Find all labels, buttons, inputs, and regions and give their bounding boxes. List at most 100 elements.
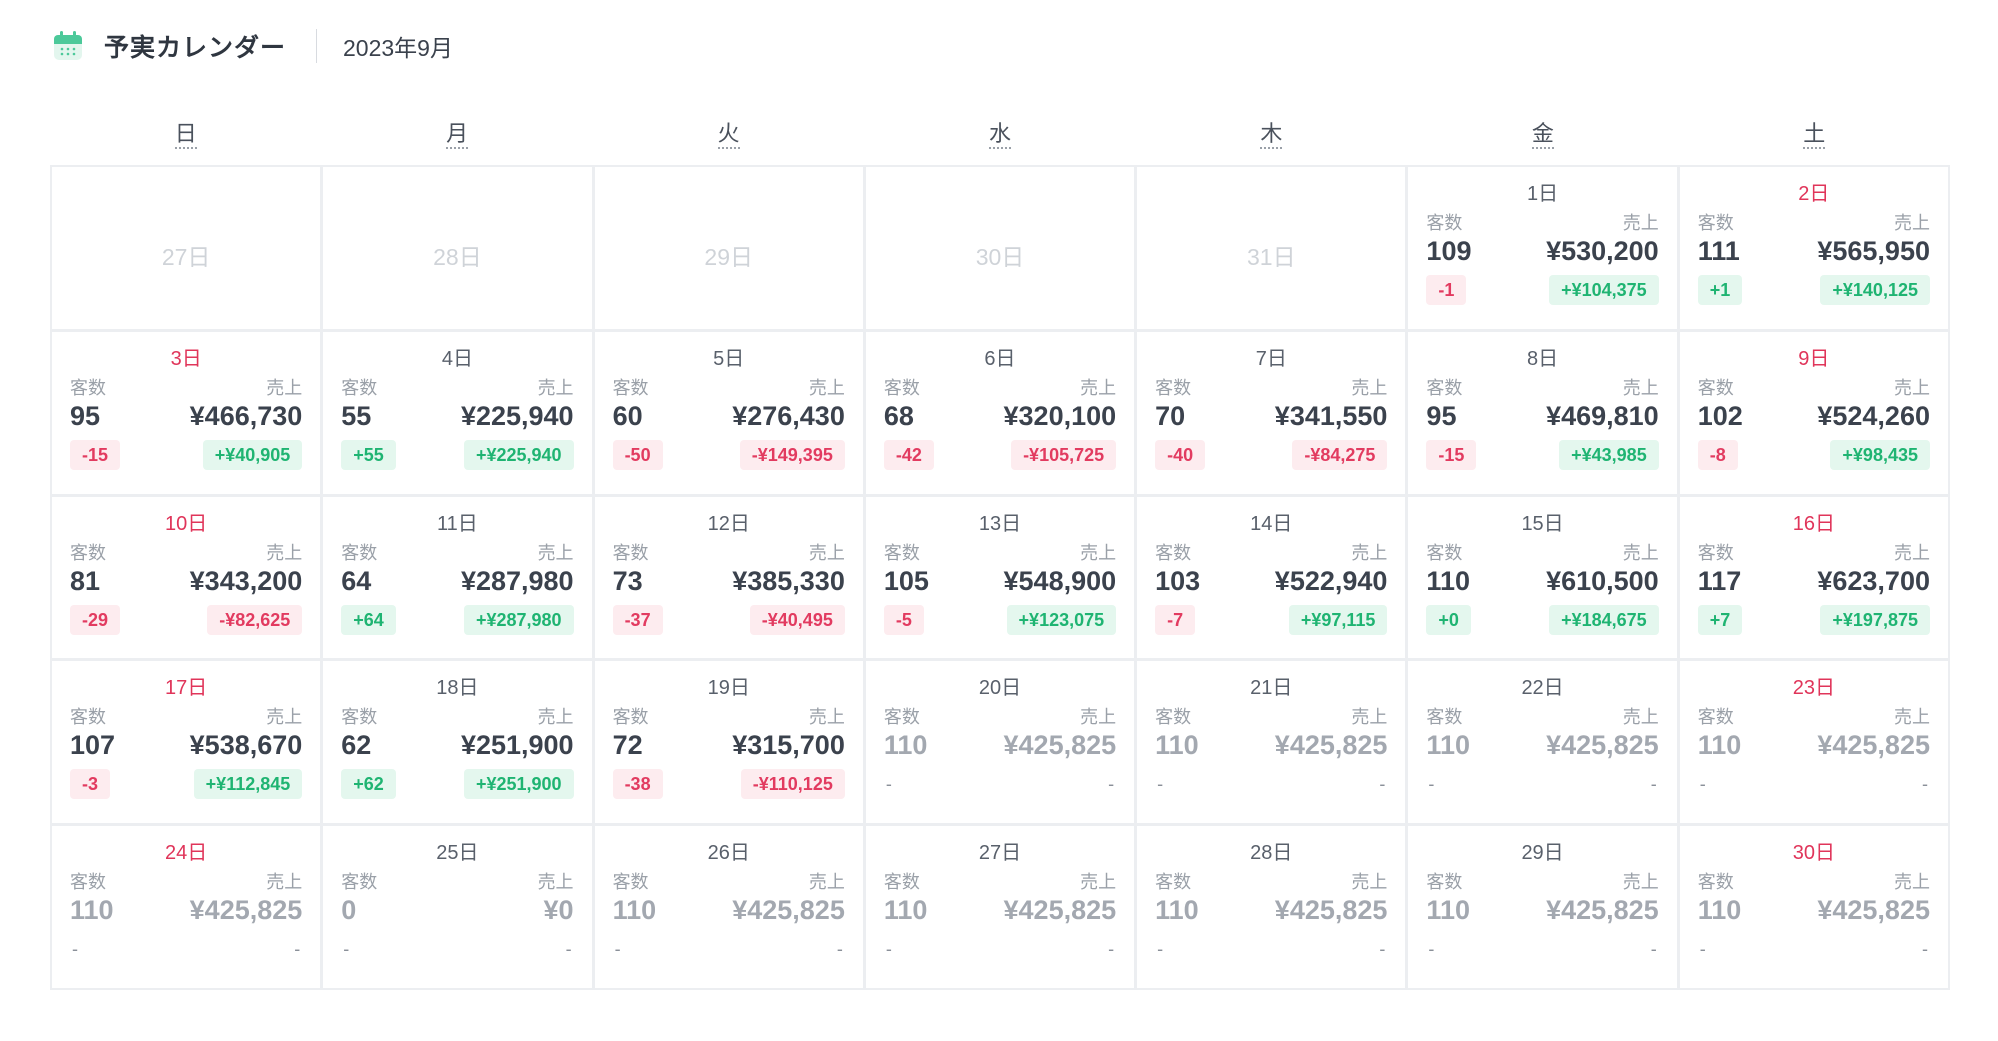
sales-diff-badge: - [565,939,572,960]
sales-diff-badge: - [1921,939,1928,960]
calendar-day-cell[interactable]: 8日 客数 売上 95 ¥469,810 -15 +¥43,985 [1408,331,1677,494]
metric-diffs: -40 -¥84,275 [1155,439,1388,470]
customers-label: 客数 [1155,707,1192,728]
day-number: 11日 [437,512,478,535]
sales-diff-badge: +¥184,675 [1549,604,1659,635]
page-header: 予実カレンダー 2023年9月 [52,26,453,66]
customers-diff-badge: - [885,774,892,795]
sales-label: 売上 [1080,377,1117,398]
metric-labels: 客数 売上 [1698,868,1930,892]
calendar-day-cell[interactable]: 16日 客数 売上 117 ¥623,700 +7 +¥197,875 [1679,496,1948,659]
day-number: 29日 [1521,842,1564,865]
metric-diffs: +64 +¥287,980 [341,604,574,635]
day-number: 28日 [433,243,482,270]
customers-label: 客数 [70,872,106,893]
metric-labels: 客数 売上 [1155,868,1387,892]
month-label[interactable]: 2023年9月 [343,35,453,61]
calendar-day-cell[interactable]: 28日 客数 売上 110 ¥425,825- - [1137,826,1406,988]
metric-diffs: -3 +¥112,845 [70,769,303,800]
customers-label: 客数 [341,707,378,728]
metric-labels: 客数 売上 [70,374,302,398]
calendar-day-cell[interactable]: 25日 客数 売上 0 ¥0- - [323,826,592,988]
sales-label: 売上 [1351,542,1388,563]
calendar-day-cell[interactable]: 3日 客数 売上 95 ¥466,730 -15 +¥40,905 [52,331,321,494]
sales-label: 売上 [1080,707,1117,728]
sales-diff-badge: - [1108,939,1115,960]
calendar-day-cell[interactable]: 24日 客数 売上 110 ¥425,825- - [52,826,321,988]
calendar-day-cell[interactable]: 2日 客数 売上 111 ¥565,950 +1 +¥140,125 [1679,167,1948,329]
calendar-day-cell[interactable]: 30日 客数 売上 110 ¥425,825- - [1679,826,1948,988]
day-number: 12日 [707,512,750,535]
customers-diff-badge: +64 [341,604,396,635]
calendar-day-cell[interactable]: 10日 客数 売上 81 ¥343,200 -29 -¥82,625 [52,496,321,659]
customers-diff-badge: +7 [1697,604,1743,635]
calendar-day-cell[interactable]: 13日 客数 売上 105 ¥548,900 -5 +¥123,075 [865,496,1135,659]
sales-value: ¥385,330 [732,565,845,596]
customers-label: 客数 [1426,377,1463,398]
sales-label: 売上 [266,872,303,893]
sales-diff-badge: -¥84,275 [1292,439,1388,470]
metric-values: 70 ¥341,550 [1155,398,1387,434]
calendar-cell-prev-month: 28日 [323,167,592,329]
sales-value: ¥315,700 [732,730,845,761]
metric-values: 102 ¥524,260 [1698,398,1930,434]
calendar-day-cell[interactable]: 7日 客数 売上 70 ¥341,550 -40 -¥84,275 [1137,331,1406,494]
sales-label: 売上 [1622,213,1659,233]
sales-label: 売上 [537,542,574,563]
customers-diff-badge: - [614,939,621,960]
calendar-day-cell[interactable]: 18日 客数 売上 62 ¥251,900 +62 +¥251,900 [323,661,592,824]
customers-diff-badge: - [1157,774,1164,795]
customers-value: 62 [341,730,372,761]
sales-value: ¥466,730 [189,400,303,431]
metric-labels: 客数 売上 [613,539,845,563]
calendar-day-cell[interactable]: 1日 客数 売上 109 ¥530,200 -1 +¥104,375 [1408,167,1677,329]
sales-label: 売上 [266,542,303,563]
sales-value: ¥538,670 [189,730,303,761]
sales-diff-badge: +¥97,115 [1288,604,1388,635]
customers-label: 客数 [1426,707,1463,728]
customers-diff-badge: - [1157,939,1164,960]
calendar-day-cell[interactable]: 19日 客数 売上 72 ¥315,700 -38 -¥110,125 [594,661,863,824]
day-number: 5日 [713,347,745,370]
sales-value: ¥225,940 [460,400,574,431]
calendar-day-cell[interactable]: 9日 客数 売上 102 ¥524,260 -8 +¥98,435 [1679,331,1948,494]
calendar-day-cell[interactable]: 20日 客数 売上 110 ¥425,825- - [865,661,1135,824]
customers-value: 110 [1697,895,1742,926]
calendar-day-cell[interactable]: 14日 客数 売上 103 ¥522,940 -7 +¥97,115 [1137,496,1406,659]
metric-values: 68 ¥320,100 [884,398,1116,434]
sales-label: 売上 [1622,707,1659,728]
calendar-day-cell[interactable]: 15日 客数 売上 110 ¥610,500 +0 +¥184,675 [1408,496,1677,659]
calendar-day-cell[interactable]: 23日 客数 売上 110 ¥425,825- - [1679,661,1948,824]
calendar-day-cell[interactable]: 11日 客数 売上 64 ¥287,980 +64 +¥287,980 [323,496,592,659]
metric-labels: 客数 売上 [1426,374,1658,398]
metric-values: 81 ¥343,200 [70,563,302,599]
sales-label: 売上 [1080,872,1117,893]
sales-label: 売上 [1893,377,1930,398]
customers-diff-badge: -37 [612,604,663,635]
calendar-day-cell[interactable]: 29日 客数 売上 110 ¥425,825- - [1408,826,1677,988]
calendar-day-cell[interactable]: 21日 客数 売上 110 ¥425,825- - [1137,661,1406,824]
customers-value: 73 [612,565,643,596]
customers-diff-badge: - [1699,774,1706,795]
customers-label: 客数 [341,872,378,893]
day-number: 14日 [1250,512,1293,535]
calendar-day-cell[interactable]: 17日 客数 売上 107 ¥538,670 -3 +¥112,845 [52,661,321,824]
customers-label: 客数 [1697,213,1734,233]
customers-label: 客数 [70,377,106,398]
calendar-cell-prev-month: 31日 [1137,167,1406,329]
calendar-day-cell[interactable]: 12日 客数 売上 73 ¥385,330 -37 -¥40,495 [594,496,863,659]
metric-diffs: +1 +¥140,125 [1697,275,1930,305]
calendar-day-cell[interactable]: 27日 客数 売上 110 ¥425,825- - [865,826,1135,988]
calendar-day-cell[interactable]: 6日 客数 売上 68 ¥320,100 -42 -¥105,725 [865,331,1135,494]
customers-value: 60 [612,400,643,431]
calendar-day-cell[interactable]: 4日 客数 売上 55 ¥225,940 +55 +¥225,940 [323,331,592,494]
sales-value: ¥276,430 [732,400,845,431]
calendar-day-cell[interactable]: 26日 客数 売上 110 ¥425,825- - [594,826,863,988]
calendar-day-cell[interactable]: 22日 客数 売上 110 ¥425,825- - [1408,661,1677,824]
metric-values: 60 ¥276,430 [613,398,845,434]
metric-values: 62 ¥251,900 [341,727,573,763]
metric-values: 95 ¥469,810 [1426,398,1658,434]
calendar-day-cell[interactable]: 5日 客数 売上 60 ¥276,430 -50 -¥149,395 [594,331,863,494]
day-number: 22日 [1521,677,1564,700]
customers-diff-badge: -40 [1155,439,1206,470]
